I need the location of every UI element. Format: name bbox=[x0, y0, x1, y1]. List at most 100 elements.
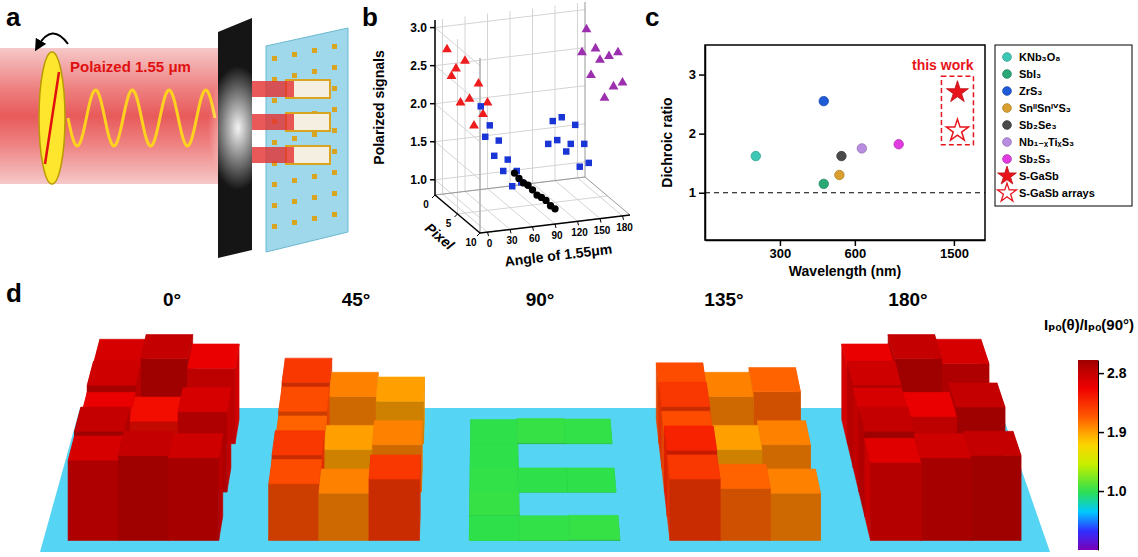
points bbox=[442, 24, 627, 213]
tick-mark bbox=[430, 103, 435, 105]
tick-label: 3.0 bbox=[410, 21, 427, 35]
point bbox=[559, 114, 565, 120]
tick-label: 2.5 bbox=[410, 59, 427, 73]
cell bbox=[519, 516, 570, 540]
tick-label: 90 bbox=[551, 230, 563, 241]
point bbox=[469, 120, 479, 129]
tick: 2 bbox=[689, 126, 705, 141]
chip-dot bbox=[332, 191, 337, 196]
cell bbox=[329, 372, 378, 396]
cell bbox=[914, 434, 971, 458]
tick-label: 30 bbox=[506, 235, 518, 246]
cells bbox=[68, 335, 1021, 541]
cell bbox=[470, 444, 518, 468]
tick-mark bbox=[623, 216, 624, 220]
grid-line bbox=[435, 142, 480, 180]
chip-dot bbox=[332, 107, 337, 112]
point bbox=[591, 43, 601, 52]
wave bbox=[68, 90, 215, 146]
beam-label: Polaized 1.55 μm bbox=[70, 58, 191, 75]
chip-dot bbox=[272, 182, 277, 187]
legend-marker bbox=[1003, 104, 1012, 113]
chip-dot bbox=[292, 220, 297, 225]
point bbox=[500, 168, 506, 174]
tick-label: 1500 bbox=[940, 246, 969, 261]
axis: 123 bbox=[689, 46, 706, 241]
cell bbox=[470, 467, 519, 492]
point bbox=[551, 205, 558, 212]
base-plane bbox=[40, 408, 1050, 552]
cell bbox=[269, 460, 322, 541]
point bbox=[595, 54, 605, 63]
cell bbox=[269, 460, 322, 484]
cell bbox=[471, 420, 518, 444]
point bbox=[581, 141, 587, 147]
cell bbox=[766, 469, 820, 540]
point bbox=[604, 50, 614, 59]
tick-label: 2 bbox=[689, 126, 696, 141]
point bbox=[586, 160, 592, 166]
cell bbox=[373, 421, 423, 445]
legend-label: SnᴵᴵSnᴵⱽS₃ bbox=[1019, 102, 1071, 114]
cell bbox=[566, 468, 616, 492]
cell bbox=[568, 515, 619, 539]
tick-label: 5 bbox=[446, 218, 452, 229]
point bbox=[487, 122, 493, 128]
chip-dot bbox=[272, 56, 277, 61]
chip-dot bbox=[312, 174, 317, 179]
cell bbox=[178, 388, 231, 412]
tick-label: 0 bbox=[487, 238, 493, 249]
legend: KNb₃O₈SbI₃ZrS₃SnᴵᴵSnᴵⱽS₃Sb₂Se₃Nb₁₋ₓTiₓS₃… bbox=[995, 45, 1132, 206]
point bbox=[577, 163, 583, 169]
chip-dot bbox=[312, 216, 317, 221]
panel-letter: d bbox=[6, 278, 22, 308]
beamlet bbox=[252, 147, 294, 163]
legend-marker bbox=[1003, 121, 1012, 130]
grid-line bbox=[435, 86, 585, 104]
cell bbox=[169, 434, 223, 458]
tick-label: 3 bbox=[689, 67, 696, 82]
cell-side bbox=[670, 479, 720, 540]
cell bbox=[470, 491, 519, 515]
cell bbox=[324, 425, 374, 449]
axis: 3006001500 bbox=[706, 240, 986, 261]
legend-label: SbI₃ bbox=[1019, 68, 1041, 80]
tick: 3 bbox=[689, 67, 705, 82]
chip-dot bbox=[272, 98, 277, 103]
chip-dot bbox=[332, 149, 337, 154]
point bbox=[572, 122, 578, 128]
tick: 2.8 bbox=[1098, 365, 1127, 381]
point bbox=[835, 170, 844, 179]
cell bbox=[566, 468, 616, 492]
tick-mark bbox=[510, 229, 511, 233]
cell bbox=[758, 421, 811, 445]
cell bbox=[519, 516, 570, 541]
axis-title: Angle of 1.55μm bbox=[504, 241, 613, 270]
tick-mark bbox=[488, 232, 489, 236]
cell bbox=[865, 438, 921, 462]
cell bbox=[319, 469, 371, 493]
cell bbox=[87, 361, 140, 385]
point bbox=[447, 70, 457, 79]
cell bbox=[118, 431, 173, 455]
cell bbox=[517, 419, 565, 443]
cell bbox=[949, 383, 1005, 407]
cell bbox=[847, 361, 901, 385]
tick-label: 180 bbox=[616, 222, 633, 233]
point bbox=[577, 47, 587, 56]
tick-label: 2.8 bbox=[1107, 365, 1127, 381]
point bbox=[442, 44, 452, 53]
point bbox=[478, 103, 484, 109]
tick: 600 bbox=[845, 240, 867, 261]
chip-dot bbox=[272, 224, 277, 229]
grid-line bbox=[435, 28, 480, 66]
figure: Polaized 1.55 μma1.01.52.02.53.003060901… bbox=[0, 0, 1138, 557]
cell-side bbox=[319, 493, 369, 540]
grid-line bbox=[435, 124, 585, 142]
cell bbox=[766, 469, 820, 493]
legend-label: Sb₂S₃ bbox=[1019, 153, 1050, 165]
grid-line bbox=[555, 6, 556, 181]
chip-dot bbox=[272, 203, 277, 208]
tick-label: 0 bbox=[423, 199, 429, 210]
cell-side bbox=[720, 489, 770, 541]
